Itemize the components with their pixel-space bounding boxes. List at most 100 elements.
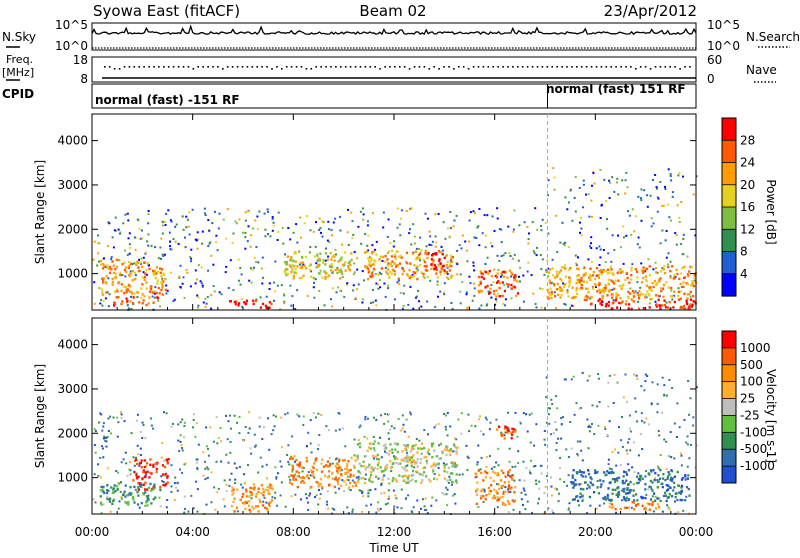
heatmap-cell [637,481,640,484]
heatmap-cell [590,236,593,239]
heatmap-cell [474,472,477,475]
heatmap-cell [453,445,457,448]
heatmap-cell [296,289,299,292]
heatmap-cell [245,501,248,505]
heatmap-cell [395,265,398,268]
heatmap-cell [580,234,583,237]
heatmap-cell [608,374,611,377]
heatmap-cell [205,445,208,448]
heatmap-cell [351,510,354,513]
heatmap-cell [667,488,670,491]
heatmap-cell [447,278,450,281]
heatmap-cell [503,437,506,440]
heatmap-cell [137,488,140,491]
heatmap-cell [539,464,542,467]
heatmap-cell [593,182,596,185]
heatmap-cell [343,490,346,493]
heatmap-cell [488,292,491,295]
nave-point [256,66,258,68]
heatmap-cell [547,194,550,197]
heatmap-cell [150,285,153,288]
heatmap-cell [496,254,499,257]
heatmap-cell [111,491,114,494]
heatmap-cell [362,213,365,216]
heatmap-cell [653,492,656,495]
heatmap-cell [651,489,654,492]
heatmap-cell [362,218,365,221]
heatmap-cell [152,488,155,491]
nave-point [133,66,136,68]
heatmap-cell [143,261,146,264]
heatmap-cell [196,306,199,309]
nsky-series [91,24,697,49]
heatmap-cell [661,376,664,379]
heatmap-cell [154,276,157,280]
heatmap-cell [264,228,267,231]
heatmap-cell [426,300,429,303]
heatmap-cell [468,430,470,433]
heatmap-cell [564,241,567,244]
heatmap-cell [578,287,581,291]
heatmap-cell [663,394,666,397]
nave-point [571,66,573,68]
heatmap-cell [688,494,691,497]
heatmap-cell [195,422,198,425]
heatmap-cell [596,267,599,270]
heatmap-cell [334,465,337,468]
heatmap-cell [317,265,320,268]
heatmap-cell [469,211,472,214]
heatmap-cell [635,504,638,507]
heatmap-cell [147,486,151,489]
heatmap-cell [161,442,164,445]
heatmap-cell [375,304,378,307]
heatmap-cell [302,263,305,266]
heatmap-cell [510,433,514,436]
heatmap-cell [584,271,587,275]
heatmap-cell [271,217,274,220]
heatmap-cell [393,505,396,508]
heatmap-cell [124,451,127,454]
heatmap-cell [496,292,499,295]
heatmap-cell [665,230,668,232]
heatmap-cell [264,506,267,509]
heatmap-cell [103,257,105,260]
heatmap-cell [594,278,597,281]
heatmap-cell [446,504,449,507]
heatmap-cell [496,483,498,486]
heatmap-cell [656,271,659,274]
heatmap-cell [384,468,387,471]
heatmap-cell [665,306,668,309]
heatmap-cell [627,295,630,298]
heatmap-cell [346,231,349,234]
heatmap-cell [430,258,433,261]
heatmap-cell [656,196,659,199]
heatmap-cell [652,179,654,181]
heatmap-cell [139,261,142,264]
heatmap-cell [337,260,340,263]
heatmap-cell [131,270,134,273]
heatmap-cell [159,305,162,308]
heatmap-cell [225,490,228,493]
heatmap-cell [146,462,149,465]
heatmap-cell [217,487,220,490]
heatmap-cell [128,252,131,255]
heatmap-cell [688,270,691,273]
heatmap-cell [318,434,321,436]
heatmap-cell [235,467,238,470]
colorbar-tick-label: 8 [740,245,748,259]
heatmap-cell [589,481,592,484]
heatmap-cell [466,260,469,263]
heatmap-cell [500,485,503,488]
heatmap-cell [562,266,565,269]
heatmap-cell [446,227,449,230]
heatmap-cell [545,396,548,399]
heatmap-cell [668,378,671,381]
heatmap-cell [338,460,341,463]
heatmap-cell [624,192,627,195]
heatmap-cell [574,210,577,213]
heatmap-cell [403,444,406,447]
heatmap-cell [298,475,300,478]
heatmap-cell [634,268,637,271]
heatmap-cell [117,296,120,299]
heatmap-cell [206,295,209,298]
